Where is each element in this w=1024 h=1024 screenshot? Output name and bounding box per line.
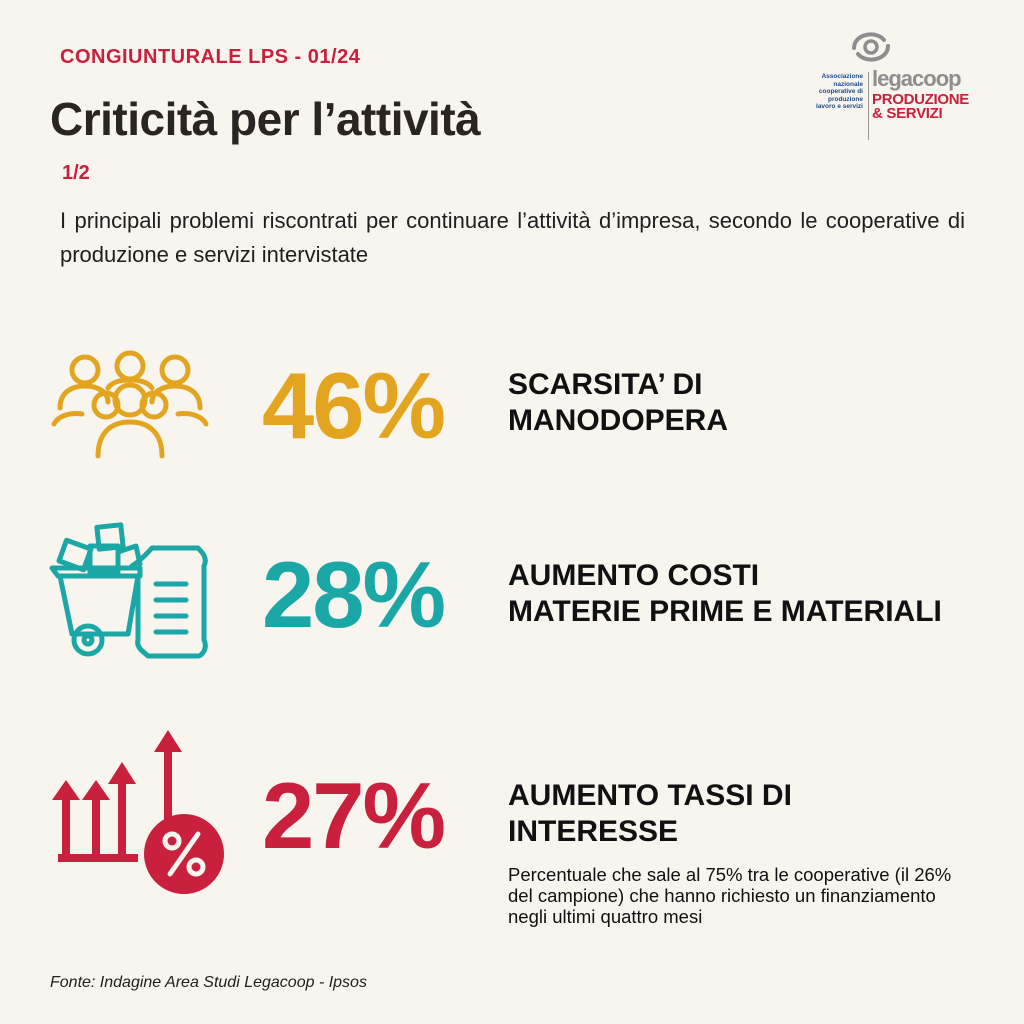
interest-rate-icon <box>52 730 224 894</box>
stat-label-materials-line1: AUMENTO COSTI <box>508 559 760 592</box>
page-title: Criticità per l’attività <box>50 93 481 145</box>
intro-text: I principali problemi riscontrati per co… <box>60 208 965 267</box>
stat-label-interest-line2: INTERESSE <box>508 815 679 848</box>
materials-cart-icon <box>49 522 208 659</box>
logo-swirl-icon <box>852 32 890 62</box>
stat-value-interest: 27% <box>262 763 446 868</box>
stat-label-materials-line2: MATERIE PRIME E MATERIALI <box>508 595 942 628</box>
stat-label-interest-line1: AUMENTO TASSI DI <box>508 779 792 812</box>
page-counter: 1/2 <box>62 162 90 184</box>
legacoop-logo: Associazione nazionale cooperative di pr… <box>808 22 988 140</box>
stat-label-materials: AUMENTO COSTI MATERIE PRIME E MATERIALI <box>508 558 942 630</box>
logo-subtitle-line2: & SERVIZI <box>872 105 943 122</box>
stat-label-interest: AUMENTO TASSI DI INTERESSE <box>508 778 792 850</box>
stat-label-labour-line1: SCARSITA’ DI <box>508 368 703 401</box>
stat-label-labour-line2: MANODOPERA <box>508 404 729 437</box>
stat-value-labour: 46% <box>262 353 446 458</box>
logo-subtitle-line1: PRODUZIONE <box>872 91 970 108</box>
people-group-icon <box>51 350 209 459</box>
stat-value-materials: 28% <box>262 542 446 647</box>
logo-subtitle: PRODUZIONE & SERVIZI <box>872 91 970 122</box>
logo-brand: legacoop <box>872 66 962 91</box>
stat-label-labour: SCARSITA’ DI MANODOPERA <box>508 367 728 439</box>
interest-footnote: Percentuale che sale al 75% tra le coope… <box>508 864 952 927</box>
logo-association: Associazione nazionale cooperative di pr… <box>816 73 863 110</box>
source-note: Fonte: Indagine Area Studi Legacoop - Ip… <box>50 974 367 991</box>
report-tag: CONGIUNTURALE LPS - 01/24 <box>60 46 361 68</box>
logo-divider <box>868 72 869 140</box>
